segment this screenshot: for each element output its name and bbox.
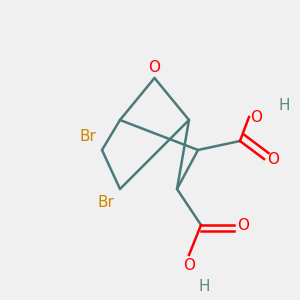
Text: O: O [267,152,279,166]
Text: H: H [198,279,210,294]
Text: O: O [237,218,249,232]
Text: H: H [279,98,290,112]
Text: Br: Br [79,129,96,144]
Text: Br: Br [97,195,114,210]
Text: O: O [183,258,195,273]
Text: O: O [148,60,160,75]
Text: O: O [250,110,262,124]
